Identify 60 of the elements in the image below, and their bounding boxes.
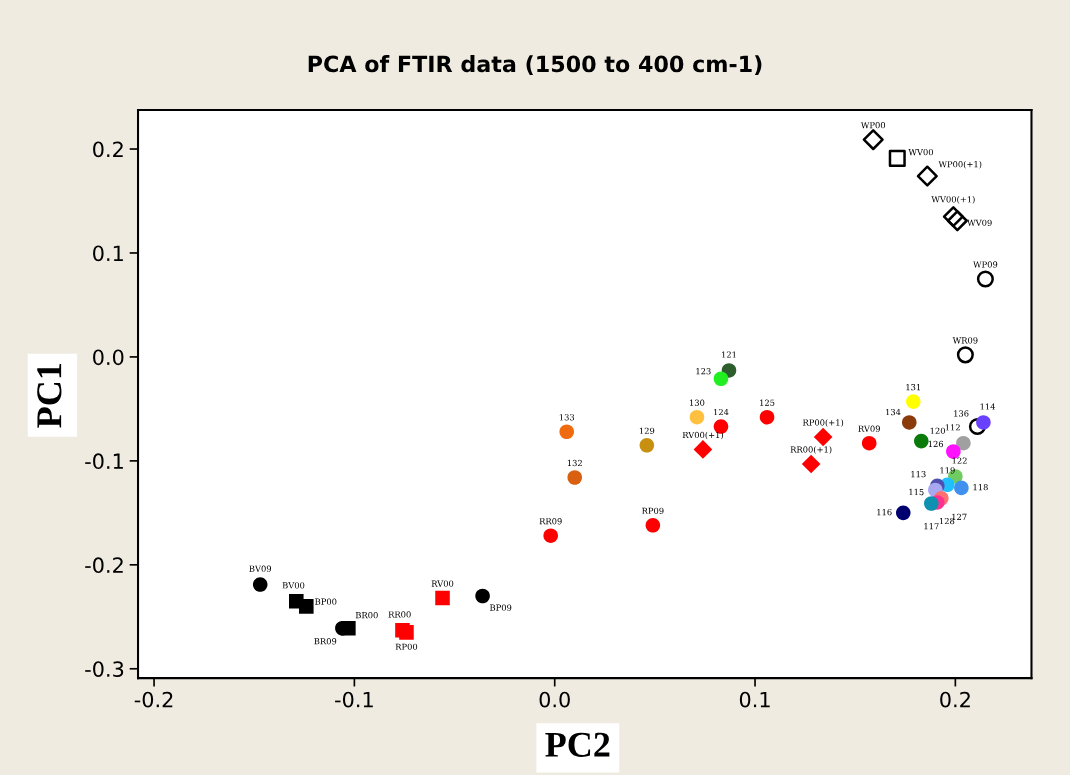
annotation: 128: [939, 517, 955, 525]
annotation: BR09: [314, 638, 337, 645]
annotation: BV09: [249, 565, 272, 572]
y-axis-title: PC1: [37, 364, 62, 428]
y-tick-label: 0.0: [93, 349, 124, 366]
annotation: 126: [928, 440, 944, 448]
x-tick-label: 0.1: [739, 691, 770, 708]
annotation: 116: [877, 508, 892, 516]
annotation: BR00: [355, 611, 378, 619]
annotation: 124: [714, 408, 729, 416]
chart-title: PCA of FTIR data (1500 to 400 cm-1): [308, 55, 762, 75]
x-tick-label: -0.1: [335, 691, 373, 708]
annotation: BP09: [489, 604, 512, 611]
y-tick-label: -0.1: [85, 453, 123, 470]
annotation: WP09: [973, 261, 998, 268]
annotation: BV00: [282, 582, 305, 589]
annotation: BP00: [315, 598, 337, 605]
x-axis-title: PC2: [545, 732, 610, 757]
annotation: 114: [980, 403, 996, 410]
y-tick-label: -0.2: [85, 557, 123, 574]
annotation: WR09: [952, 337, 978, 344]
annotation: 121: [722, 351, 736, 358]
annotation: 113: [911, 470, 926, 478]
annotation: 130: [690, 399, 705, 406]
annotation: 132: [567, 459, 582, 467]
annotation: RR00(+1): [790, 446, 832, 454]
annotation: RV09: [858, 425, 880, 432]
annotation: WV00(+1): [931, 196, 975, 204]
annotation: 123: [696, 368, 711, 375]
annotation: 134: [886, 408, 901, 416]
annotation: 115: [909, 488, 924, 496]
annotation: 125: [760, 399, 775, 406]
annotation: RR00: [388, 611, 411, 618]
annotation: RP09: [642, 507, 664, 514]
y-tick-label: 0.2: [93, 141, 123, 158]
x-tick-label: -0.2: [134, 691, 173, 708]
annotation: 136: [954, 410, 969, 417]
annotation: 131: [906, 383, 921, 391]
annotation: WP00: [860, 122, 886, 129]
annotation: 127: [952, 513, 967, 520]
annotation: 118: [973, 484, 988, 491]
annotation: RR09: [539, 518, 562, 525]
annotation: 117: [924, 523, 939, 530]
annotation: RV00: [431, 580, 454, 587]
annotation: 122: [952, 457, 967, 464]
annotation: 120: [930, 427, 945, 434]
y-tick-label: 0.1: [93, 245, 123, 262]
annotation: WV00: [908, 148, 934, 156]
annotation: RP00(+1): [802, 419, 844, 427]
annotation: WV09: [967, 219, 992, 226]
x-tick-label: 0.2: [940, 691, 970, 708]
annotation: WP00(+1): [938, 160, 982, 169]
annotation: RP00: [395, 643, 418, 650]
x-tick-label: 0.0: [539, 691, 570, 708]
annotation: 133: [559, 414, 575, 421]
annotation: 112: [945, 424, 960, 431]
y-tick-label: -0.3: [85, 661, 124, 677]
annotation: RV00(+1): [682, 431, 723, 440]
annotation: 119: [940, 467, 955, 474]
annotation: 129: [639, 427, 655, 434]
